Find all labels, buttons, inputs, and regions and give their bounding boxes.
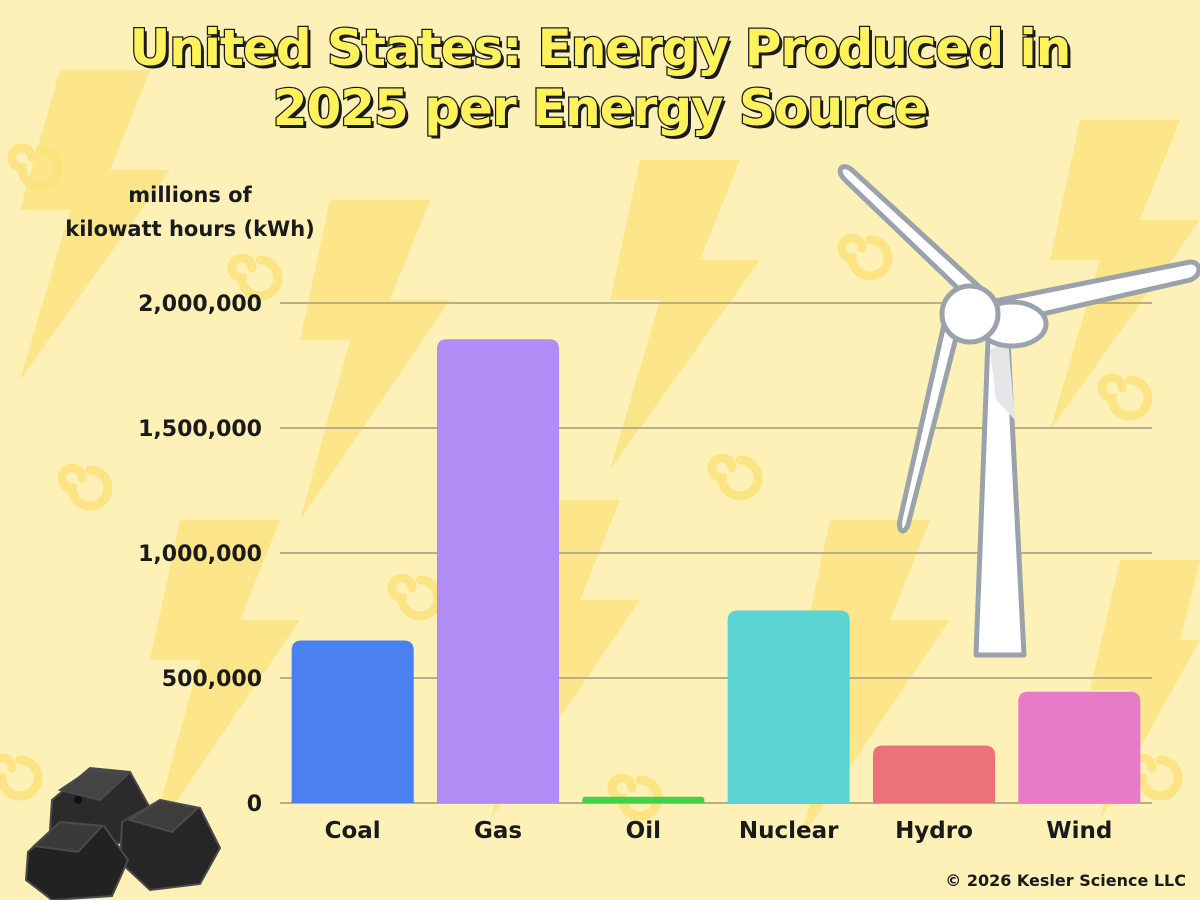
bar-coal <box>291 640 414 803</box>
wind-turbine-illustration <box>837 164 1200 658</box>
chart-title: United States: Energy Produced in 2025 p… <box>0 18 1200 139</box>
bar-hydro <box>872 745 996 803</box>
bar-nuclear <box>727 610 850 803</box>
x-tick-label: Nuclear <box>739 818 839 844</box>
y-tick-label: 1,000,000 <box>138 542 262 567</box>
y-tick-label: 0 <box>247 792 262 817</box>
chart-title-line-1: United States: Energy Produced in <box>128 18 1072 79</box>
y-tick-label: 2,000,000 <box>138 292 262 317</box>
x-tick-label: Wind <box>1046 818 1112 844</box>
copyright-text: 2026 Kesler Science LLC <box>966 871 1186 890</box>
x-tick-label: Hydro <box>895 818 973 844</box>
coal-lumps-illustration <box>24 766 222 900</box>
x-tick-label: Oil <box>626 818 661 844</box>
bar-gas <box>436 339 560 803</box>
copyright-notice: © 2026 Kesler Science LLC <box>945 871 1186 890</box>
bar-wind <box>1018 691 1141 803</box>
bar-oil <box>582 796 705 803</box>
chart-title-line-2: 2025 per Energy Source <box>271 78 929 139</box>
y-axis-label: millions of kilowatt hours (kWh) <box>40 178 340 246</box>
y-tick-label: 1,500,000 <box>138 417 262 442</box>
x-tick-label: Coal <box>325 818 381 844</box>
copyright-symbol: © <box>945 871 962 890</box>
x-tick-label: Gas <box>474 818 522 844</box>
y-tick-label: 500,000 <box>162 667 262 692</box>
y-axis-label-line-2: kilowatt hours (kWh) <box>65 217 315 241</box>
y-axis-label-line-1: millions of <box>128 183 252 207</box>
